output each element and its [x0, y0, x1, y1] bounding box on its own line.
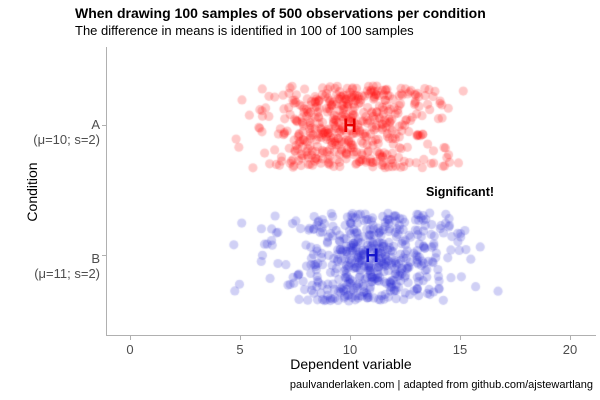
x-tick-mark — [570, 335, 571, 340]
y-category-A-name: A — [91, 117, 100, 132]
x-tick-mark — [240, 335, 241, 340]
y-category-label-B: B (μ=11; s=2) — [4, 251, 100, 281]
y-tick-mark — [102, 125, 107, 126]
mean-marker-A: H — [343, 116, 357, 137]
x-tick-mark — [130, 335, 131, 340]
y-category-B-name: B — [91, 251, 100, 266]
caption: paulvanderlaken.com | adapted from githu… — [289, 379, 593, 391]
x-tick-label-10: 10 — [342, 342, 358, 357]
x-tick-label-5: 5 — [236, 342, 244, 357]
mean-marker-B: H — [365, 246, 379, 267]
significant-annotation: Significant! — [425, 185, 495, 199]
x-tick-mark — [350, 335, 351, 340]
x-tick-label-15: 15 — [452, 342, 468, 357]
y-category-label-A: A (μ=10; s=2) — [4, 117, 100, 147]
x-axis-title: Dependent variable — [290, 356, 412, 372]
x-tick-label-20: 20 — [562, 342, 578, 357]
y-tick-mark — [102, 255, 107, 256]
x-tick-label-0: 0 — [126, 342, 134, 357]
y-axis-title: Condition — [24, 162, 40, 222]
y-category-A-params: (μ=10; s=2) — [33, 132, 100, 147]
y-category-B-params: (μ=11; s=2) — [34, 266, 100, 281]
x-tick-mark — [460, 335, 461, 340]
